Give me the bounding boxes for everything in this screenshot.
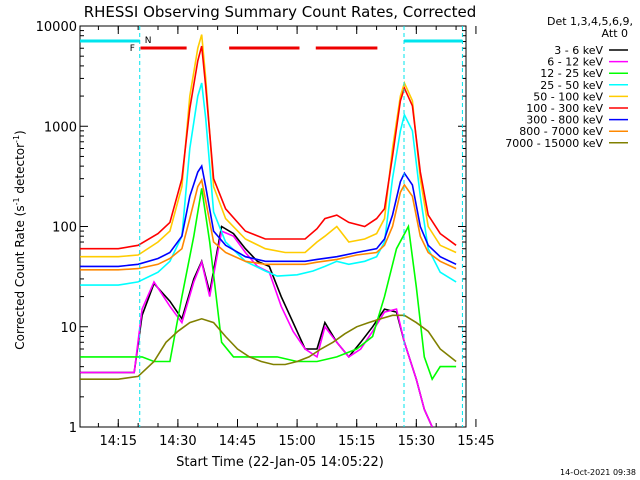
legend-label-4: 25 - 50 keV [540,79,603,92]
legend-label-3: 12 - 25 keV [540,67,603,80]
y-tick-label: 10000 [36,20,77,35]
y-axis-label: Corrected Count Rate (s-1 detector-1) [12,130,27,349]
y-tick-label: 100 [52,221,77,236]
series-line-6 [80,45,457,250]
x-tick-label: 15:15 [338,434,375,449]
flare-flag-label: F [130,44,135,54]
legend-label-1: 3 - 6 keV [554,44,603,57]
legend-label-8: 800 - 7000 keV [519,125,603,138]
series-line-9 [80,314,457,381]
x-axis-label: Start Time (22-Jan-05 14:05:22) [176,455,384,470]
x-tick-label: 14:30 [159,434,196,449]
x-tick-label: 15:30 [398,434,435,449]
chart-title: RHESSI Observing Summary Count Rates, Co… [84,3,477,21]
x-tick-label: 15:00 [278,434,315,449]
footer-date: 14-Oct-2021 09:38 [560,468,636,477]
legend-label-2: 6 - 12 keV [547,56,603,69]
y-tick-label: 10 [60,321,77,336]
series-line-8 [80,177,457,271]
legend-label-5: 50 - 100 keV [533,90,603,103]
series-line-5 [80,34,457,258]
night-flag-label: N [145,36,152,46]
legend-header: Det 1,3,4,5,6,9, [547,15,633,28]
x-tick-label: 15:45 [457,434,494,449]
legend-label-6: 100 - 300 keV [526,102,603,115]
x-tick-label: 14:15 [100,434,137,449]
series-line-2 [80,229,433,427]
legend-label-7: 300 - 800 keV [526,114,603,127]
legend-subheader: Att 0 [602,27,628,40]
series-group [80,34,457,427]
plot-area: 1 10 100 1000 10000 14:15 14:30 14:45 15:00 15:15… [36,20,495,449]
series-line-7 [80,164,457,268]
y-tick-label: 1000 [44,120,77,135]
x-tick-label: 14:45 [219,434,256,449]
legend-label-9: 7000 - 15000 keV [505,137,603,150]
series-line-1 [80,225,433,427]
y-tick-label: 1 [69,421,77,436]
series-line-3 [80,188,457,382]
